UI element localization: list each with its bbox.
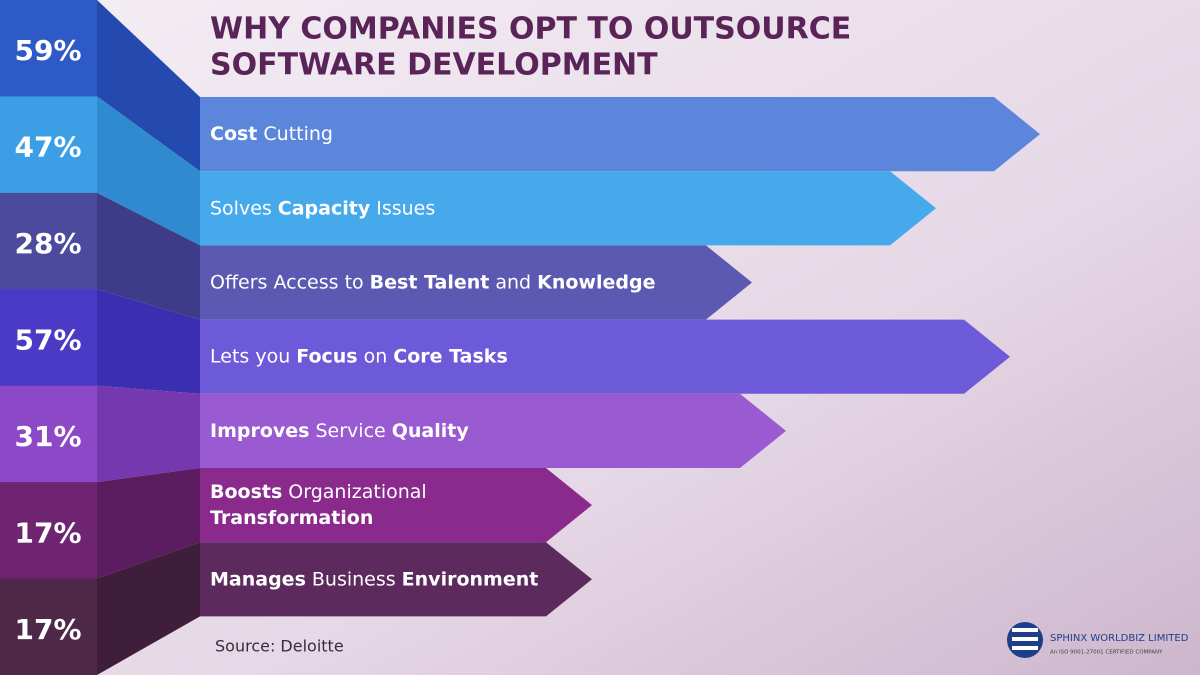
- label-part: Issues: [376, 197, 435, 219]
- logo-stripe: [1012, 637, 1038, 641]
- arrow-bar: [200, 542, 592, 617]
- label-part: Manages: [210, 568, 306, 590]
- percent-block: [0, 192, 97, 290]
- arrow-bar: [200, 393, 786, 468]
- reason-label: Manages Business Environment: [210, 568, 538, 590]
- label-part: Service: [315, 419, 385, 441]
- label-part: Boosts: [210, 481, 282, 503]
- connector: [97, 468, 200, 579]
- percent: 59%: [14, 34, 81, 67]
- logo: SPHINX WORLDBIZ LIMITED An ISO 9001-2700…: [1007, 622, 1189, 658]
- percent-block: [0, 578, 97, 676]
- label-part: on: [364, 345, 388, 367]
- label-part: and: [495, 271, 531, 293]
- label-part: Core Tasks: [393, 345, 507, 367]
- percent-block: [0, 96, 97, 194]
- reason-label: Transformation: [210, 507, 373, 529]
- label-part: Capacity: [278, 197, 371, 219]
- connector: [97, 385, 200, 483]
- reason-label: Improves Service Quality: [210, 419, 469, 441]
- reason: 59% Cost Cutting: [0, 0, 1040, 172]
- source: Source: Deloitte: [215, 637, 344, 656]
- arrow-bar: [200, 319, 1010, 394]
- reason: 47% Solves Capacity Issues: [0, 96, 936, 246]
- label-part: Lets you: [210, 345, 290, 367]
- label-part: Focus: [296, 345, 357, 367]
- label-part: Cutting: [263, 123, 333, 145]
- label-part: Knowledge: [537, 271, 655, 293]
- reason: 17% Boosts Organizational Transformation: [0, 468, 592, 580]
- label-part: Best Talent: [370, 271, 490, 293]
- connector: [97, 542, 200, 675]
- label-part: Improves: [210, 419, 309, 441]
- connector: [97, 289, 200, 394]
- title-line: WHY COMPANIES OPT TO OUTSOURCE: [210, 12, 851, 47]
- arrow-bar: [200, 468, 592, 543]
- percent: 28%: [14, 227, 81, 260]
- label-part: Organizational: [288, 481, 426, 503]
- reason: 28% Offers Access to Best Talent and Knowled…: [0, 192, 752, 320]
- percent-block: [0, 289, 97, 387]
- reason: 31% Improves Service Quality: [0, 385, 786, 483]
- percent: 31%: [14, 420, 81, 453]
- percent-block: [0, 385, 97, 483]
- label-part: Environment: [402, 568, 539, 590]
- reason-label: Cost Cutting: [210, 123, 333, 145]
- reason: 17% Manages Business Environment: [0, 542, 592, 676]
- reason-label: Lets you Focus on Core Tasks: [210, 345, 508, 367]
- title-line: SOFTWARE DEVELOPMENT: [210, 48, 658, 83]
- label-part: Transformation: [210, 507, 373, 529]
- percent-block: [0, 482, 97, 580]
- logo-stripe: [1012, 628, 1038, 632]
- arrow-bar: [200, 97, 1040, 172]
- label-part: Business: [312, 568, 396, 590]
- reason-label: Offers Access to Best Talent and Knowledge: [210, 271, 655, 293]
- arrow-bar: [200, 245, 752, 320]
- logo-tagline: An ISO 9001-27001 CERTIFIED COMPANY: [1050, 650, 1163, 656]
- connector: [97, 0, 200, 172]
- connector: [97, 192, 200, 320]
- connector: [97, 96, 200, 246]
- percent-block: [0, 0, 97, 97]
- label-part: Solves: [210, 197, 272, 219]
- arrow-bar: [200, 171, 936, 246]
- logo-name: SPHINX WORLDBIZ LIMITED: [1050, 633, 1189, 644]
- percent: 47%: [14, 131, 81, 164]
- reason-label: Boosts Organizational: [210, 481, 427, 503]
- percent: 17%: [14, 613, 81, 646]
- reason-label: Solves Capacity Issues: [210, 197, 435, 219]
- label-part: Offers Access to: [210, 271, 364, 293]
- percent: 17%: [14, 516, 81, 549]
- logo-stripe: [1012, 646, 1038, 650]
- label-part: Cost: [210, 123, 257, 145]
- reason: 57% Lets you Focus on Core Tasks: [0, 289, 1010, 394]
- percent: 57%: [14, 324, 81, 357]
- label-part: Quality: [392, 419, 470, 441]
